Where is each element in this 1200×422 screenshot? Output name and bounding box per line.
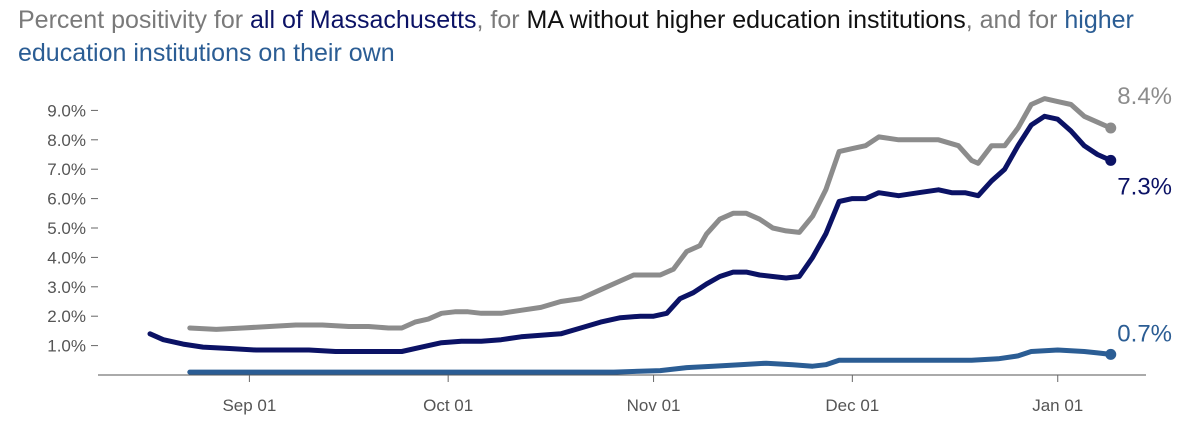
y-tick-label: 1.0% — [47, 337, 86, 356]
y-tick-label: 5.0% — [47, 219, 86, 238]
series-line — [187, 96, 1114, 332]
x-tick-label: Nov 01 — [627, 396, 681, 415]
y-axis: 1.0% 2.0% 3.0% 4.0% 5.0% 6.0% 7.0% 8.0% 9.0% — [47, 101, 98, 356]
series-line — [147, 113, 1114, 354]
x-tick-label: Oct 01 — [423, 396, 473, 415]
x-axis: Sep 01 Oct 01 Nov 01 Dec 01 Jan 01 — [98, 374, 1146, 415]
y-tick-label: 3.0% — [47, 278, 86, 297]
x-tick-label: Jan 01 — [1032, 396, 1083, 415]
title-part-5: higher education institutions on their o… — [18, 6, 1134, 67]
title-part-2: , for — [476, 6, 527, 34]
y-tick-label: 4.0% — [47, 248, 86, 267]
title-part-4: , and for — [965, 6, 1065, 34]
y-tick-label: 2.0% — [47, 307, 86, 326]
y-tick-label: 9.0% — [47, 101, 86, 120]
y-tick-label: 7.0% — [47, 160, 86, 179]
y-tick-label: 6.0% — [47, 190, 86, 209]
series-group: 8.4% 7.3% 0.7% — [147, 83, 1172, 375]
chart-title: Percent positivity for all of Massachuse… — [18, 4, 1188, 70]
series-line — [187, 347, 1114, 375]
title-part-0: Percent positivity for — [18, 6, 251, 34]
series-end-label: 8.4% — [1117, 83, 1172, 110]
x-tick-label: Sep 01 — [222, 396, 276, 415]
title-part-1: all of Massachusetts — [250, 6, 477, 34]
x-tick-label: Dec 01 — [825, 396, 879, 415]
series-end-label: 7.3% — [1117, 173, 1172, 200]
series-end-point — [1105, 348, 1117, 360]
series-end-label: 0.7% — [1117, 320, 1172, 347]
series-end-point — [1105, 122, 1117, 134]
title-part-3: MA without higher education institutions — [526, 6, 966, 34]
y-tick-label: 8.0% — [47, 131, 86, 150]
series-end-point — [1105, 154, 1117, 166]
